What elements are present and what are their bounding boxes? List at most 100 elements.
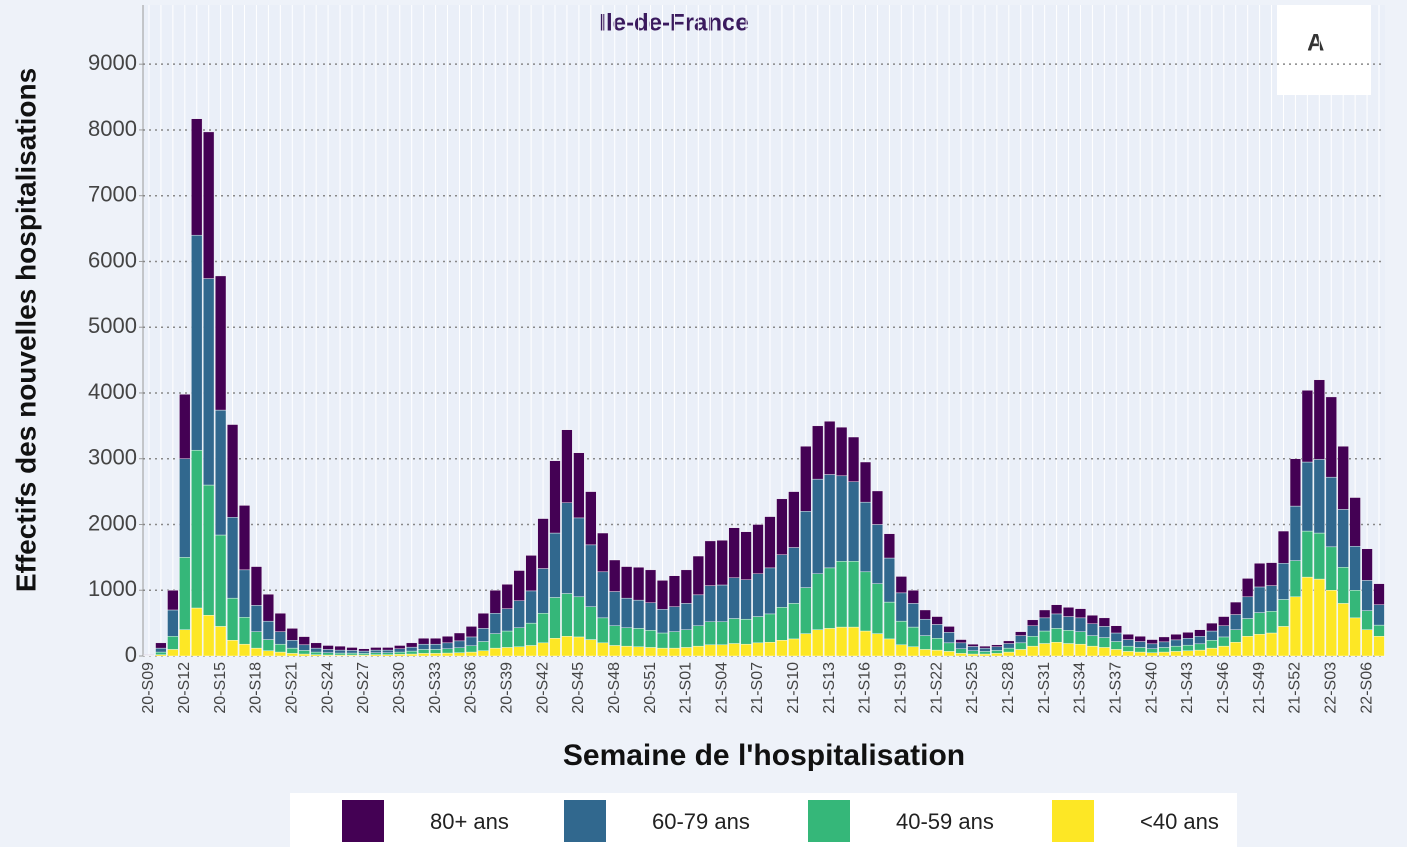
bar-segment — [871, 583, 884, 634]
bar-segment — [286, 653, 298, 657]
x-tick-label: 21-S07 — [749, 662, 766, 714]
bar-segment — [1254, 586, 1266, 613]
bar-segment — [644, 569, 657, 603]
bar-segment — [907, 626, 919, 647]
bar-segment — [477, 628, 489, 642]
bar-segment — [1098, 626, 1110, 638]
x-tick-label: 20-S27 — [355, 662, 372, 714]
bar-segment — [537, 642, 549, 657]
bar-segment — [477, 613, 489, 629]
bar-segment — [250, 647, 263, 657]
bar-segment — [1098, 647, 1110, 657]
bar-segment — [1325, 476, 1337, 548]
bar-segment — [561, 593, 573, 637]
bar-segment — [967, 646, 979, 651]
bar-segment — [812, 629, 824, 657]
bar-segment — [238, 617, 251, 645]
bar-segment — [465, 636, 477, 647]
bar-segment — [430, 638, 442, 645]
bar-segment — [370, 649, 382, 653]
bar-segment — [1015, 631, 1027, 636]
bar-segment — [310, 651, 322, 655]
bar-segment — [788, 638, 800, 657]
bar-segment — [274, 631, 286, 645]
bar-segment — [764, 641, 776, 657]
bar-segment — [979, 647, 991, 652]
bar-segment — [692, 625, 704, 647]
bar-segment — [489, 647, 501, 657]
bar-segment — [1325, 590, 1337, 657]
bar-segment — [800, 511, 812, 588]
bar-segment — [561, 502, 573, 594]
bar-segment — [824, 421, 836, 475]
bar-segment — [692, 594, 704, 626]
bar-segment — [836, 561, 848, 628]
bar-segment — [836, 626, 848, 657]
bar-segment — [167, 590, 179, 611]
bar-segment — [406, 642, 418, 648]
bar-segment — [883, 533, 895, 559]
x-tick-label: 20-S18 — [248, 662, 265, 714]
bar-segment — [1337, 603, 1349, 657]
bar-segment — [250, 631, 263, 649]
bar-segment — [167, 636, 179, 650]
bar-segment — [692, 555, 704, 596]
bar-segment — [704, 585, 716, 623]
y-tick-label: 5000 — [88, 313, 137, 338]
bar-segment — [453, 632, 466, 642]
bar-segment — [1098, 617, 1110, 627]
bar-segment — [238, 569, 251, 618]
bar-segment — [358, 648, 370, 652]
bar-segment — [895, 592, 907, 622]
bar-segment — [680, 629, 692, 648]
bar-segment — [656, 580, 669, 610]
bar-segment — [358, 650, 370, 654]
bar-segment — [525, 622, 537, 646]
bar-segment — [704, 621, 716, 646]
bar-segment — [907, 590, 919, 604]
bar-segment — [716, 644, 728, 657]
bar-segment — [489, 633, 501, 649]
x-tick-label: 20-S39 — [498, 662, 515, 714]
x-tick-label: 20-S15 — [212, 662, 229, 714]
bar-segment — [800, 587, 812, 634]
bar-segment — [621, 566, 633, 599]
x-tick-label: 21-S52 — [1287, 662, 1304, 714]
bar-segment — [1051, 613, 1063, 629]
bar-segment — [1206, 647, 1218, 657]
bar-segment — [1361, 548, 1373, 581]
bar-segment — [621, 627, 633, 647]
x-tick-label: 22-S06 — [1358, 662, 1375, 714]
x-tick-label: 20-S48 — [606, 662, 623, 714]
bar-segment — [191, 118, 203, 236]
bar-segment — [597, 532, 609, 573]
bar-segment — [453, 640, 466, 648]
bar-segment — [1254, 634, 1266, 657]
bar-segment — [883, 638, 895, 657]
bar-segment — [179, 557, 191, 630]
x-tick-label: 21-S28 — [1000, 662, 1017, 714]
bar-segment — [203, 484, 215, 616]
bar-segment — [1277, 563, 1290, 600]
bar-segment — [1265, 632, 1278, 657]
bar-segment — [1242, 618, 1254, 637]
bar-segment — [943, 626, 955, 633]
legend-label: 60-79 ans — [652, 809, 750, 834]
bar-segment — [1361, 580, 1373, 611]
bar-segment — [1062, 607, 1075, 617]
bar-segment — [370, 652, 382, 655]
bar-segment — [1194, 629, 1206, 637]
x-tick-label: 20-S12 — [176, 662, 193, 714]
bar-segment — [501, 630, 513, 648]
bar-segment — [322, 649, 334, 653]
bar-segment — [298, 636, 310, 646]
bar-segment — [394, 645, 406, 649]
bar-segment — [847, 481, 860, 562]
bar-segment — [692, 645, 704, 657]
bar-segment — [1170, 651, 1182, 657]
bar-segment — [907, 603, 919, 628]
bar-segment — [298, 653, 310, 657]
x-tick-label: 20-S45 — [570, 662, 587, 714]
bar-segment — [1039, 609, 1051, 619]
bar-segment — [1134, 651, 1146, 657]
